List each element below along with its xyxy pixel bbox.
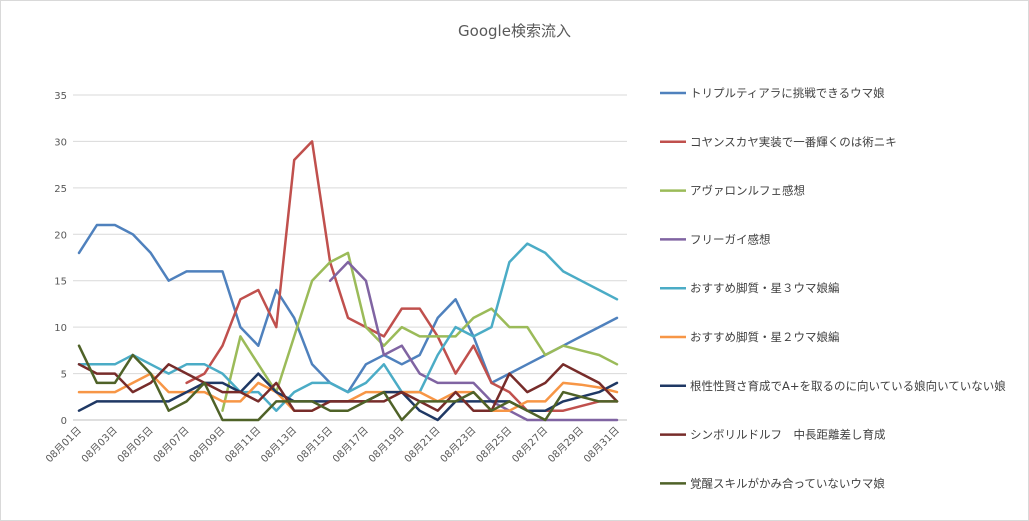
series-line-4 [328, 260, 619, 422]
x-tick-label: 08月23日 [438, 424, 479, 465]
legend-entry-label: アヴァロンルフェ感想 [690, 184, 805, 198]
legend-entry-label: トリプルティアラに挑戦できるウマ娘 [690, 86, 885, 100]
y-tick-label: 30 [54, 137, 67, 148]
series-line-8 [77, 363, 619, 412]
x-tick-label: 08月21日 [402, 424, 443, 465]
grid-lines [73, 94, 627, 421]
y-tick-label: 25 [54, 184, 67, 195]
x-axis-ticks: 08月01日08月03日08月05日08月07日08月09日08月11日08月1… [43, 424, 622, 465]
series-line-1 [77, 223, 619, 394]
legend-entry-label: おすすめ脚質・星２ウマ娘編 [690, 330, 840, 344]
y-tick-label: 0 [61, 416, 67, 427]
x-tick-label: 08月11日 [223, 424, 264, 465]
series-line-2 [185, 140, 619, 412]
x-tick-label: 08月17日 [330, 424, 371, 465]
x-tick-label: 08月03日 [79, 424, 120, 465]
series-line-5 [77, 242, 619, 412]
x-tick-label: 08月07日 [151, 424, 192, 465]
y-tick-label: 35 [54, 91, 67, 102]
legend-entry-label: シンボリルドルフ 中長距離差し育成 [690, 428, 886, 442]
legend-entry-label: 根性性賢さ育成でA+を取るのに向いている娘向いていない娘 [690, 379, 1006, 393]
x-tick-label: 08月13日 [259, 424, 300, 465]
x-tick-label: 08月29日 [545, 424, 586, 465]
legend-entry-label: 覚醒スキルがかみ合っていないウマ娘 [690, 476, 885, 490]
y-tick-label: 15 [54, 277, 67, 288]
y-tick-label: 20 [54, 230, 67, 241]
x-tick-label: 08月31日 [581, 424, 622, 465]
series-line-7 [77, 372, 619, 422]
x-tick-label: 08月05日 [115, 424, 156, 465]
legend: トリプルティアラに挑戦できるウマ娘コヤンスカヤ実装で一番輝くのは術ニキアヴァロン… [660, 86, 1006, 490]
x-tick-label: 08月25日 [474, 424, 515, 465]
legend-entry-label: フリーガイ感想 [690, 232, 771, 246]
x-tick-label: 08月01日 [43, 424, 84, 465]
y-tick-label: 10 [54, 323, 67, 334]
chart-title: Google検索流入 [458, 22, 571, 40]
series-line-9 [77, 344, 619, 422]
x-tick-label: 08月19日 [366, 424, 407, 465]
y-tick-label: 5 [61, 370, 67, 381]
series-lines [77, 140, 619, 422]
series-line-3 [221, 251, 619, 412]
x-tick-label: 08月09日 [187, 424, 228, 465]
legend-entry-label: コヤンスカヤ実装で一番輝くのは術ニキ [690, 135, 897, 149]
y-axis-ticks: 0 5 10 15 20 25 30 35 [54, 91, 67, 427]
legend-entry-label: おすすめ脚質・星３ウマ娘編 [690, 281, 840, 295]
x-tick-label: 08月15日 [294, 424, 335, 465]
x-tick-label: 08月27日 [510, 424, 551, 465]
